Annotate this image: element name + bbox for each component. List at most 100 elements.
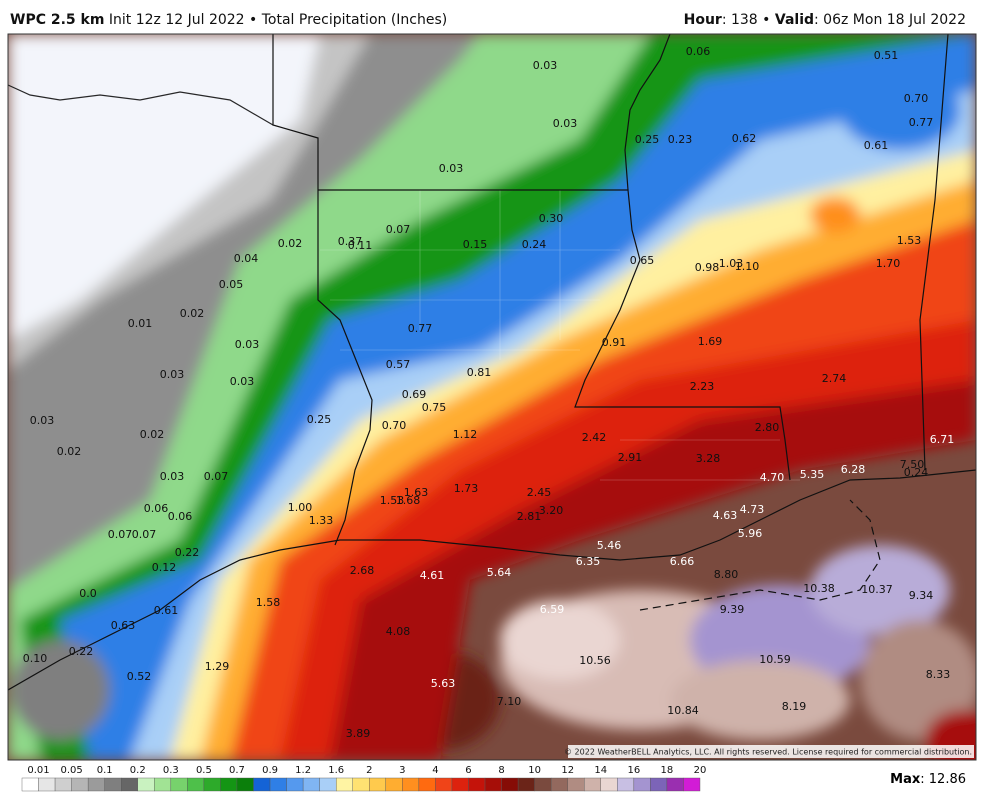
precip-label: 0.75 <box>422 401 447 414</box>
precip-label: 7.10 <box>497 695 522 708</box>
precip-label: 0.07 <box>386 223 411 236</box>
legend-swatch <box>21 777 39 792</box>
precip-label: 1.53 <box>897 234 922 247</box>
legend-swatch <box>137 777 155 792</box>
precip-label: 0.10 <box>23 652 48 665</box>
copyright-bg <box>568 745 974 758</box>
precip-label: 0.24 <box>904 466 929 479</box>
precip-label: 1.70 <box>876 257 901 270</box>
precip-label: 1.00 <box>288 501 313 514</box>
precip-label: 3.28 <box>696 452 721 465</box>
precip-label: 5.64 <box>487 566 512 579</box>
precip-label: 1.29 <box>205 660 230 673</box>
precip-label: 3.20 <box>539 504 564 517</box>
precip-label: 2.81 <box>517 510 542 523</box>
legend-swatch <box>154 777 172 792</box>
legend-swatch <box>484 777 502 792</box>
legend-label: 0.3 <box>163 765 179 776</box>
legend-swatch <box>402 777 420 792</box>
precip-label: 7.50 <box>900 458 925 471</box>
legend-label: 10 <box>528 765 541 776</box>
precip-label: 0.03 <box>160 368 185 381</box>
legend-swatch <box>600 777 618 792</box>
precip-label: 6.59 <box>540 603 565 616</box>
legend-label: 16 <box>627 765 640 776</box>
precip-label: 0.24 <box>522 238 547 251</box>
precip-label: 0.70 <box>382 419 407 432</box>
map-frame <box>7 33 977 761</box>
precip-label: 0.05 <box>219 278 244 291</box>
precip-label: 0.03 <box>439 162 464 175</box>
legend-swatch <box>584 777 601 792</box>
precip-label: 4.73 <box>740 503 765 516</box>
precip-label: 4.61 <box>420 569 445 582</box>
precip-label: 4.63 <box>713 509 738 522</box>
precip-label: 0.03 <box>553 117 578 130</box>
precip-label: 1.69 <box>698 335 723 348</box>
legend: 0.01 0.05 0.1 0.2 0.3 0.5 0.7 0.9 1.2 1.6 2 3 4 6 8 10 1… <box>21 765 706 792</box>
copyright: © 2022 WeatherBELL Analytics, LLC. All r… <box>564 748 972 757</box>
precip-label: 0.70 <box>904 92 929 105</box>
precip-label: 4.08 <box>386 625 411 638</box>
legend-swatch <box>253 777 271 792</box>
precip-label: 10.56 <box>579 654 611 667</box>
legend-swatch <box>87 777 105 792</box>
legend-swatch <box>683 777 701 792</box>
precip-label: 0.07 <box>204 470 229 483</box>
hour-label: Hour <box>684 12 722 28</box>
precip-label: 0.03 <box>235 338 260 351</box>
legend-label: 1.6 <box>328 765 344 776</box>
precip-label: 1.12 <box>453 428 478 441</box>
precip-label: 2.91 <box>618 451 643 464</box>
precip-label: 8.80 <box>714 568 739 581</box>
legend-swatch <box>650 777 668 792</box>
precip-label: 0.65 <box>630 254 655 267</box>
legend-swatch <box>633 777 651 792</box>
legend-label: 14 <box>594 765 607 776</box>
precip-label: 0.22 <box>69 645 94 658</box>
precip-label: 0.30 <box>539 212 564 225</box>
legend-label: 3 <box>399 765 405 776</box>
legend-swatch <box>666 777 684 792</box>
legend-swatch <box>203 777 221 792</box>
legend-label: 8 <box>498 765 504 776</box>
valid-value: : 06z Mon 18 Jul 2022 <box>814 12 966 28</box>
precip-label: 0.04 <box>234 252 259 265</box>
precip-label: 0.63 <box>111 619 136 632</box>
precip-label: 4.70 <box>760 471 785 484</box>
legend-label: 4 <box>432 765 438 776</box>
precip-label: 6.28 <box>841 463 866 476</box>
subtitle: Init 12z 12 Jul 2022 • Total Precipitati… <box>109 12 447 28</box>
precip-label: 1.58 <box>256 596 281 609</box>
precip-label: 0.02 <box>140 428 165 441</box>
legend-swatch <box>335 777 353 792</box>
legend-swatch <box>567 777 585 792</box>
legend-label: 1.2 <box>295 765 311 776</box>
precip-label: 2.45 <box>527 486 552 499</box>
precip-label: 10.59 <box>759 653 791 666</box>
header-left: WPC 2.5 km Init 12z 12 Jul 2022 • Total … <box>10 12 447 28</box>
precip-label: 0.77 <box>408 322 433 335</box>
precip-label: 9.39 <box>720 603 745 616</box>
precip-label: 0.03 <box>160 470 185 483</box>
precip-label: 0.61 <box>864 139 889 152</box>
legend-swatch <box>38 777 56 792</box>
precip-label: 0.52 <box>127 670 152 683</box>
header-right: Hour: 138 • Valid: 06z Mon 18 Jul 2022 <box>684 12 966 28</box>
legend-swatch <box>501 777 519 792</box>
legend-swatch <box>385 777 403 792</box>
precip-label: 0.06 <box>686 45 711 58</box>
precip-label: 1.63 <box>404 486 429 499</box>
precip-label: 0.61 <box>154 604 179 617</box>
precip-label: 8.19 <box>782 700 807 713</box>
precip-label: 6.71 <box>930 433 955 446</box>
precip-label: 0.22 <box>175 546 200 559</box>
precip-label: 0.69 <box>402 388 427 401</box>
legend-swatch <box>418 777 436 792</box>
precip-label: 5.96 <box>738 527 763 540</box>
precip-label: 1.73 <box>454 482 479 495</box>
precip-label: 10.37 <box>861 583 893 596</box>
precip-label: 0.25 <box>635 133 660 146</box>
precip-label: 0.02 <box>180 307 205 320</box>
